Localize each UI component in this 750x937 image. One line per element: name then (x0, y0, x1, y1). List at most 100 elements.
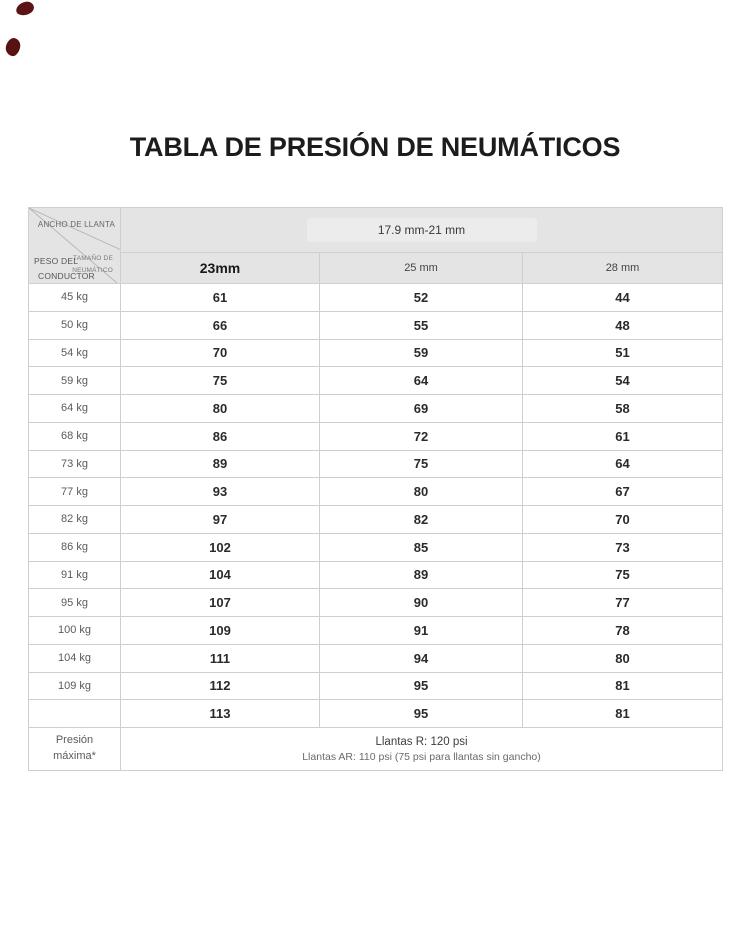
pressure-value-cell: 109 (120, 616, 320, 645)
rider-weight-axis-label: CONDUCTOR (38, 271, 95, 281)
rider-weight-cell: 95 kg (28, 588, 121, 617)
pressure-value-cell: 113 (120, 699, 320, 728)
pressure-value-cell: 64 (522, 449, 723, 479)
max-pressure-label: Presión máxima* (28, 727, 121, 771)
max-pressure-row: Presión máxima* Llantas R: 120 psi Llant… (28, 727, 723, 771)
pressure-value-cell: 95 (319, 699, 523, 728)
rider-weight-cell: 91 kg (28, 560, 121, 590)
pressure-value-cell: 44 (522, 283, 723, 312)
pressure-value-cell: 85 (319, 532, 523, 562)
table-row: 91 kg 104 89 75 (28, 560, 723, 590)
pressure-value-cell: 72 (319, 421, 523, 451)
pressure-value-cell: 81 (522, 671, 723, 701)
pressure-value-cell: 58 (522, 394, 723, 423)
pressure-value-cell: 97 (120, 505, 320, 534)
pressure-value-cell: 75 (522, 560, 723, 590)
table-row: 59 kg 75 64 54 (28, 366, 723, 395)
pressure-value-cell: 64 (319, 366, 523, 395)
table-row: 109 kg 112 95 81 (28, 671, 723, 701)
rider-weight-cell (28, 699, 121, 728)
pressure-rows: 45 kg 61 52 44 50 kg 66 55 48 54 kg 70 59 51 59 kg 75… (28, 283, 723, 728)
rider-weight-cell: 73 kg (28, 449, 121, 479)
pressure-value-cell: 78 (522, 616, 723, 645)
rim-width-axis-label: ANCHO DE LLANTA (37, 220, 115, 229)
pressure-value-cell: 51 (522, 338, 723, 368)
table-row: 104 kg 111 94 80 (28, 643, 723, 673)
pressure-value-cell: 80 (522, 643, 723, 673)
tire-size-axis-label: NEUMÁTICO (72, 267, 113, 274)
rider-weight-cell: 86 kg (28, 532, 121, 562)
table-row: 45 kg 61 52 44 (28, 283, 723, 312)
rider-weight-cell: 64 kg (28, 394, 121, 423)
band-highlight (306, 218, 537, 242)
red-ink-mark (15, 0, 35, 17)
column-header-28mm: 28 mm (522, 252, 723, 284)
pressure-value-cell: 81 (522, 699, 723, 728)
pressure-value-cell: 90 (319, 588, 523, 617)
pressure-value-cell: 73 (522, 532, 723, 562)
rider-weight-cell: 109 kg (28, 671, 121, 701)
pressure-value-cell: 80 (319, 477, 523, 506)
table-row: 54 kg 70 59 51 (28, 338, 723, 368)
pressure-value-cell: 59 (319, 338, 523, 368)
rider-weight-cell: 45 kg (28, 283, 121, 312)
table-row: 77 kg 93 80 67 (28, 477, 723, 506)
max-pressure-note-r: Llantas R: 120 psi (375, 735, 468, 748)
pressure-value-cell: 95 (319, 671, 523, 701)
max-pressure-note-ar: Llantas AR: 110 psi (75 psi para llantas… (302, 750, 541, 763)
table-row: 73 kg 89 75 64 (28, 449, 723, 479)
pressure-value-cell: 104 (120, 560, 320, 590)
rider-weight-axis-label: PESO DEL (34, 256, 79, 266)
rim-width-band-header: 17.9 mm-21 mm (120, 207, 723, 253)
red-ink-mark (4, 36, 22, 58)
rider-weight-cell: 50 kg (28, 310, 121, 340)
pressure-value-cell: 61 (120, 283, 320, 312)
pressure-value-cell: 55 (319, 310, 523, 340)
table-row: 95 kg 107 90 77 (28, 588, 723, 617)
column-header-23mm: 23mm (120, 252, 320, 284)
tire-size-axis-label: TAMAÑO DE (73, 255, 113, 262)
table-row: 68 kg 86 72 61 (28, 421, 723, 451)
rider-weight-cell: 100 kg (28, 616, 121, 645)
rider-weight-cell: 77 kg (28, 477, 121, 506)
rider-weight-cell: 68 kg (28, 421, 121, 451)
pressure-value-cell: 69 (319, 394, 523, 423)
rider-weight-cell: 54 kg (28, 338, 121, 368)
pressure-value-cell: 102 (120, 532, 320, 562)
pressure-value-cell: 75 (319, 449, 523, 479)
pressure-value-cell: 52 (319, 283, 523, 312)
rider-weight-cell: 82 kg (28, 505, 121, 534)
pressure-value-cell: 75 (120, 366, 320, 395)
page-title: TABLA DE PRESIÓN DE NEUMÁTICOS (129, 132, 621, 162)
table-row: 50 kg 66 55 48 (28, 310, 723, 340)
pressure-value-cell: 70 (120, 338, 320, 368)
column-header-25mm: 25 mm (319, 252, 523, 284)
pressure-value-cell: 61 (522, 421, 723, 451)
corner-diagonal-lines (29, 208, 120, 283)
pressure-value-cell: 77 (522, 588, 723, 617)
pressure-value-cell: 48 (522, 310, 723, 340)
pressure-value-cell: 91 (319, 616, 523, 645)
table-row: 64 kg 80 69 58 (28, 394, 723, 423)
pressure-value-cell: 82 (319, 505, 523, 534)
table-row: 113 95 81 (28, 699, 723, 728)
pressure-value-cell: 93 (120, 477, 320, 506)
max-pressure-note: Llantas R: 120 psi Llantas AR: 110 psi (… (120, 727, 723, 771)
tire-pressure-table: ANCHO DE LLANTA TAMAÑO DE NEUMÁTICO PESO… (28, 207, 723, 771)
pressure-value-cell: 112 (120, 671, 320, 701)
pressure-value-cell: 111 (120, 643, 320, 673)
table-row: 82 kg 97 82 70 (28, 505, 723, 534)
pressure-value-cell: 94 (319, 643, 523, 673)
pressure-value-cell: 66 (120, 310, 320, 340)
pressure-value-cell: 89 (319, 560, 523, 590)
table-row: 100 kg 109 91 78 (28, 616, 723, 645)
pressure-value-cell: 67 (522, 477, 723, 506)
pressure-value-cell: 107 (120, 588, 320, 617)
pressure-value-cell: 54 (522, 366, 723, 395)
pressure-value-cell: 89 (120, 449, 320, 479)
pressure-value-cell: 80 (120, 394, 320, 423)
pressure-value-cell: 70 (522, 505, 723, 534)
table-corner-cell: ANCHO DE LLANTA TAMAÑO DE NEUMÁTICO PESO… (28, 207, 121, 284)
pressure-value-cell: 86 (120, 421, 320, 451)
table-row: 86 kg 102 85 73 (28, 532, 723, 562)
